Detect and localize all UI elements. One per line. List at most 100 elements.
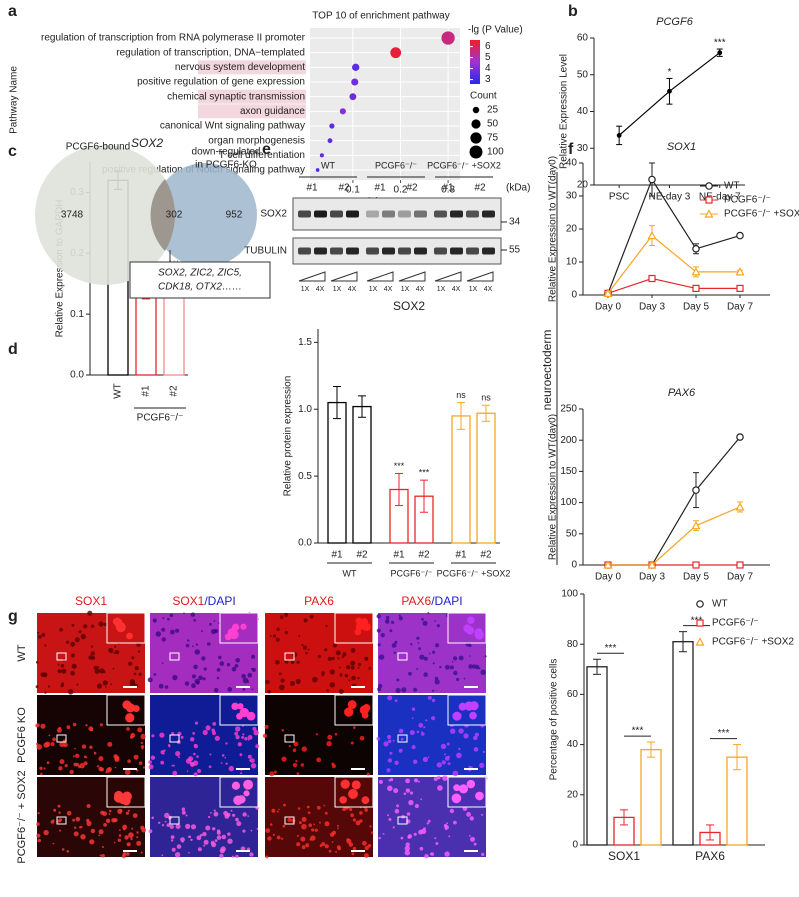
point <box>735 502 745 511</box>
cell-spot <box>59 741 65 748</box>
cell-spot <box>427 819 431 823</box>
cell-spot <box>108 813 111 815</box>
bar <box>726 756 748 846</box>
blot-band <box>382 210 395 218</box>
cell-spot <box>114 757 120 762</box>
cell-spot <box>481 813 484 816</box>
cell-spot <box>424 854 429 859</box>
cell-spot <box>114 649 120 655</box>
blot-lane: #2 <box>338 183 350 194</box>
cell-spot <box>453 670 458 676</box>
x-tick-label: #1 <box>331 550 343 561</box>
cell-spot <box>175 628 180 633</box>
inset-cell <box>361 711 369 719</box>
y-tick-label: 250 <box>560 404 577 415</box>
inset-cell <box>243 779 254 790</box>
cell-spot <box>468 835 471 837</box>
cell-spot <box>364 853 369 858</box>
cell-spot <box>138 672 142 676</box>
legend-label: PCGF6⁻/⁻ <box>712 618 759 629</box>
cell-spot <box>159 732 165 738</box>
cell-spot <box>75 753 80 758</box>
point <box>692 486 700 494</box>
cell-spot <box>197 847 202 852</box>
cell-spot <box>214 839 218 842</box>
y-tick-label: 50 <box>577 69 589 80</box>
x-tick-label: Day 5 <box>683 302 710 313</box>
cell-spot <box>419 654 425 660</box>
cell-spot <box>122 824 128 830</box>
y-tick-label: 1.5 <box>298 337 312 348</box>
column-header: PAX6/DAPI <box>401 594 462 608</box>
venn-label: in PCGF6-KO <box>195 160 257 171</box>
blot-group: PCGF6⁻/⁻ +SOX2 <box>427 160 501 170</box>
inset-cell <box>362 703 371 712</box>
cell-spot <box>432 650 436 654</box>
highlight <box>198 104 306 119</box>
cell-spot <box>136 836 139 839</box>
loading-label: 1X <box>301 286 310 293</box>
legend-label: WT <box>724 181 740 192</box>
cell-spot <box>242 812 247 817</box>
cell-spot <box>301 817 307 822</box>
cell-spot <box>36 744 42 750</box>
series-line <box>607 178 741 294</box>
cell-spot <box>70 670 75 676</box>
cell-spot <box>357 666 360 669</box>
cell-spot <box>321 842 326 847</box>
cell-spot <box>323 804 326 807</box>
colorbar-title: -lg (P Value) <box>468 25 523 36</box>
cell-spot <box>265 828 271 833</box>
significance: *** <box>419 468 430 478</box>
loading-label: 4X <box>384 286 393 293</box>
highlight <box>198 60 306 75</box>
cell-spot <box>408 671 412 676</box>
cell-spot <box>133 754 139 760</box>
category-label: axon guidance <box>240 106 305 117</box>
panel-letter: f <box>568 141 574 158</box>
y-tick-label: 20 <box>567 789 579 800</box>
cell-spot <box>72 818 75 822</box>
cell-spot <box>409 791 414 795</box>
cell-spot <box>114 645 117 648</box>
panel-letter: a <box>8 3 17 20</box>
cell-spot <box>473 735 478 741</box>
cell-spot <box>305 651 308 655</box>
legend-marker <box>705 196 713 204</box>
legend-label: PCGF6⁻/⁻ <box>724 195 771 206</box>
cell-spot <box>444 851 450 857</box>
inset-cell <box>126 632 133 640</box>
column-header: SOX1/DAPI <box>172 594 235 608</box>
roi-box <box>397 816 408 825</box>
cell-spot <box>226 663 231 667</box>
cell-spot <box>208 815 211 819</box>
cell-spot <box>378 683 383 689</box>
cell-spot <box>134 666 139 671</box>
bar <box>640 748 662 846</box>
cell-spot <box>44 691 47 694</box>
cell-spot <box>189 835 192 838</box>
cell-spot <box>327 656 332 662</box>
category-label: positive regulation of gene expression <box>137 77 305 88</box>
legend-marker <box>705 182 713 190</box>
cell-spot <box>350 813 354 817</box>
cell-spot <box>44 741 51 747</box>
cell-spot <box>133 672 137 676</box>
x-tick-label: #2 <box>480 550 492 561</box>
x-tick-label: 0.2 <box>394 185 408 196</box>
cell-spot <box>64 764 68 768</box>
cell-spot <box>411 717 414 719</box>
x-tick-label: #1 <box>141 385 152 397</box>
cell-spot <box>250 758 255 763</box>
cell-spot <box>359 811 363 815</box>
cell-spot <box>332 643 338 648</box>
cell-spot <box>364 845 369 851</box>
blot-band <box>346 247 359 255</box>
inset-cell <box>115 622 126 633</box>
cell-spot <box>80 834 86 840</box>
cell-spot <box>296 834 299 837</box>
y-tick-label: 0.0 <box>298 538 312 549</box>
venn-count: 302 <box>166 210 183 221</box>
cell-spot <box>400 836 404 840</box>
chart-title: SOX1 <box>667 141 696 153</box>
